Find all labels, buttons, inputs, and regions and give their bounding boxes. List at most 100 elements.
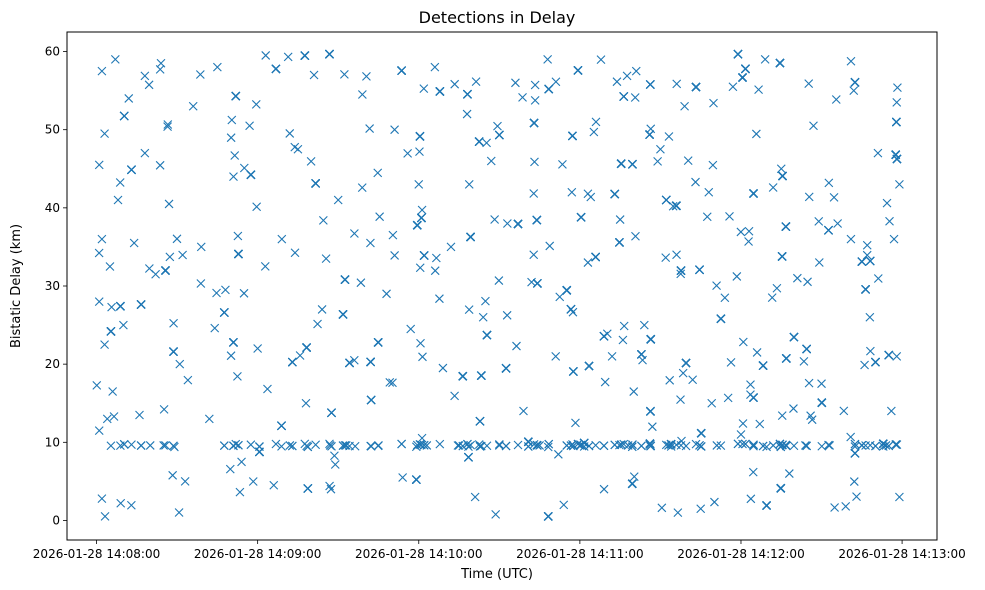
data-point [287, 357, 297, 367]
data-point [748, 467, 758, 477]
data-point [100, 511, 110, 521]
data-point [325, 481, 334, 491]
data-point [330, 451, 339, 461]
data-point [882, 198, 892, 208]
data-point [616, 440, 626, 450]
data-point [466, 232, 476, 242]
data-point [362, 71, 371, 81]
data-point [227, 115, 237, 125]
data-point [708, 160, 718, 170]
data-point [892, 97, 902, 107]
data-point [311, 178, 321, 188]
data-point [628, 440, 637, 450]
data-point [248, 477, 258, 486]
data-point [672, 440, 681, 450]
data-point [884, 441, 894, 451]
data-point [723, 393, 733, 403]
data-point [116, 498, 126, 508]
data-point [839, 406, 849, 416]
data-point [326, 484, 336, 494]
data-point [311, 440, 321, 450]
data-point [691, 82, 701, 92]
data-point [309, 70, 319, 80]
data-point [458, 371, 468, 381]
data-point [92, 380, 102, 390]
y-tick-label: 0 [52, 513, 60, 527]
x-tick-label: 2026-01-28 14:10:00 [355, 547, 482, 561]
data-point [375, 212, 385, 222]
data-point [140, 148, 150, 158]
data-point [545, 241, 555, 251]
data-point [229, 441, 238, 451]
data-point [891, 439, 901, 449]
data-point [666, 442, 676, 451]
data-point [105, 262, 115, 271]
data-point [385, 377, 395, 387]
data-point [212, 288, 221, 298]
data-point [576, 212, 586, 222]
data-point [221, 285, 230, 295]
data-point [481, 296, 490, 306]
data-point [303, 484, 313, 493]
data-point [551, 351, 561, 361]
data-point [418, 352, 427, 362]
data-point [596, 55, 606, 65]
data-point [260, 261, 270, 271]
data-point [237, 457, 246, 467]
data-point [233, 231, 243, 241]
data-point [775, 58, 785, 68]
data-point [478, 312, 488, 322]
data-point [340, 275, 350, 285]
y-axis-label: Bistatic Delay (km) [9, 224, 24, 348]
data-point [746, 494, 756, 504]
data-point [178, 250, 187, 260]
data-point [657, 503, 667, 513]
data-point [768, 441, 778, 450]
data-point [665, 375, 675, 385]
data-point [196, 242, 206, 252]
data-point [226, 133, 236, 143]
data-point [672, 250, 681, 260]
data-point [716, 314, 726, 324]
data-point [627, 479, 637, 489]
data-point [792, 273, 802, 283]
data-point [568, 367, 578, 376]
data-point [159, 441, 169, 450]
data-point [738, 337, 748, 347]
data-point [873, 274, 883, 283]
data-point [115, 178, 125, 187]
data-point [589, 127, 599, 137]
data-point [799, 356, 809, 366]
data-point [678, 368, 688, 378]
data-point [97, 234, 107, 244]
data-point [645, 130, 654, 140]
data-point [619, 92, 629, 101]
data-point [817, 398, 827, 408]
data-point [610, 189, 620, 199]
data-point [172, 234, 182, 244]
data-point [246, 440, 256, 450]
data-point [475, 416, 485, 426]
data-point [802, 441, 812, 451]
data-point [615, 215, 625, 224]
data-point [180, 476, 190, 486]
data-point [781, 354, 791, 363]
data-point [127, 165, 136, 175]
data-point [865, 256, 875, 266]
data-point [303, 442, 313, 452]
data-point [373, 441, 383, 451]
data-point [551, 77, 561, 87]
data-point [758, 361, 768, 371]
data-point [277, 421, 286, 431]
data-point [446, 242, 456, 252]
data-point [136, 441, 146, 450]
data-point [412, 220, 422, 230]
data-point [653, 156, 663, 166]
data-point [555, 292, 565, 302]
data-point [584, 441, 594, 451]
data-point [672, 201, 681, 211]
x-tick-label: 2026-01-28 14:11:00 [516, 547, 643, 561]
data-point [183, 375, 193, 385]
data-point [610, 440, 620, 450]
